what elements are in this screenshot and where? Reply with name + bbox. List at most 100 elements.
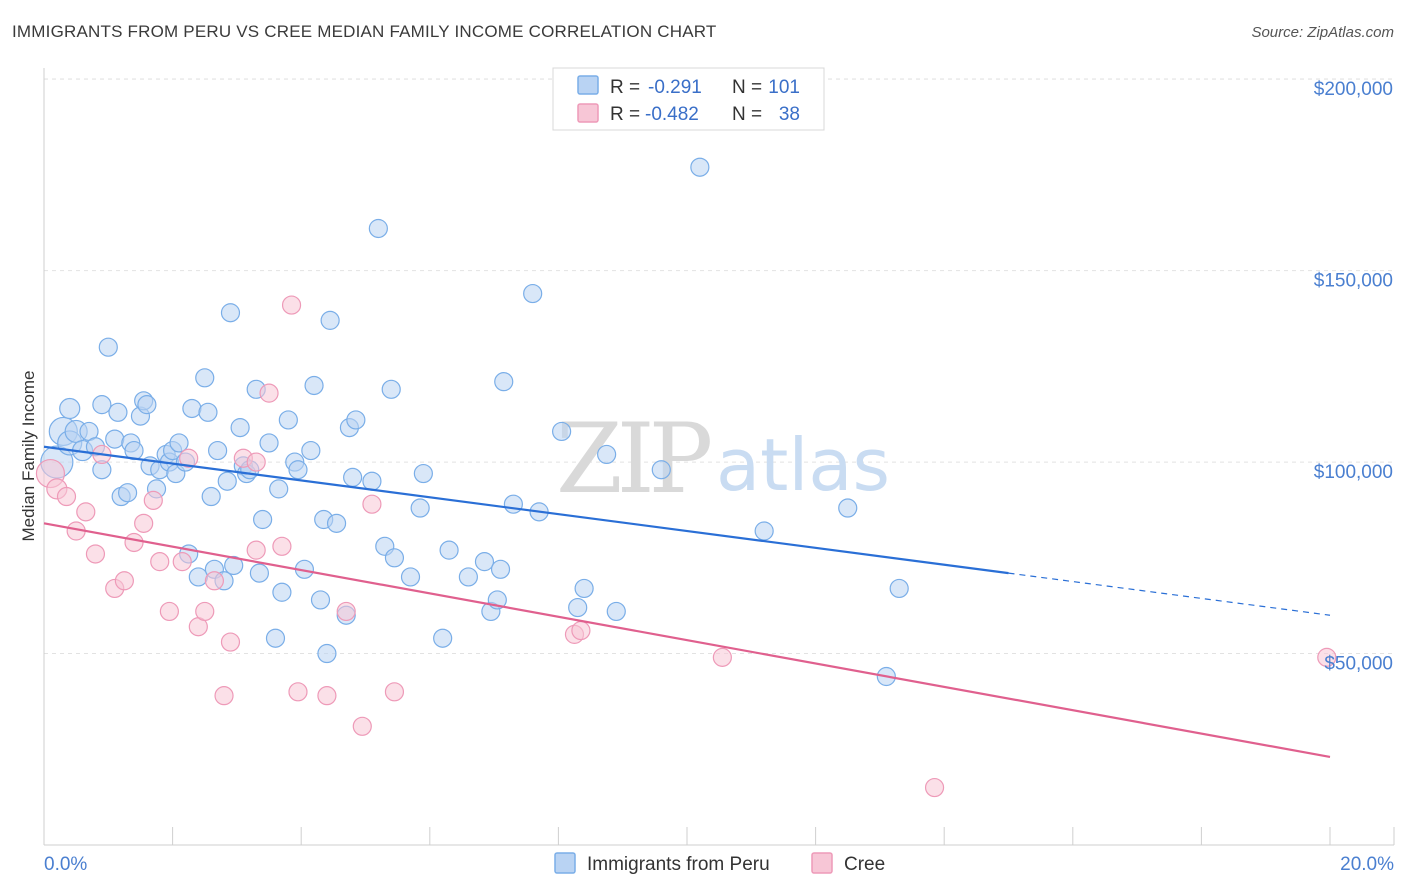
data-point — [269, 479, 289, 499]
data-point — [552, 421, 572, 442]
data-point — [317, 686, 337, 706]
data-point — [230, 418, 250, 438]
data-point — [246, 452, 266, 472]
data-point — [272, 536, 292, 556]
data-point — [362, 471, 382, 491]
data-point — [114, 571, 134, 591]
legend-r-label-peru: R = — [610, 77, 640, 98]
data-point — [159, 601, 179, 622]
stats-legend: R = -0.291 N = 101 R = -0.482 N = 38 — [552, 67, 825, 131]
y-tick-labels: $50,000 $100,000 $150,000 $200,000 — [1314, 79, 1393, 674]
data-point — [201, 486, 221, 507]
data-point — [108, 402, 128, 422]
data-point — [214, 686, 234, 706]
data-point — [384, 548, 405, 568]
bottom-legend-label-cree: Cree — [844, 854, 885, 875]
data-point — [362, 494, 382, 514]
data-point — [224, 555, 244, 576]
data-point — [336, 601, 356, 622]
legend-r-value-cree: -0.482 — [645, 104, 699, 125]
data-point — [137, 395, 157, 415]
y-tick-label: $100,000 — [1314, 462, 1393, 483]
data-point — [1317, 647, 1337, 667]
data-point — [571, 620, 591, 641]
data-point — [343, 467, 363, 487]
data-point — [712, 647, 732, 667]
axes — [43, 68, 1395, 846]
data-point — [220, 632, 241, 652]
data-point — [304, 375, 324, 396]
data-point — [182, 398, 202, 419]
data-point — [889, 578, 909, 599]
data-point — [410, 498, 430, 518]
data-point — [433, 628, 453, 648]
data-point — [754, 521, 774, 541]
data-point — [265, 628, 286, 648]
data-point — [278, 410, 298, 430]
data-point — [105, 429, 125, 449]
bottom-legend-swatch-peru — [554, 852, 576, 874]
data-point — [253, 509, 273, 530]
data-point — [217, 471, 237, 491]
data-point — [98, 337, 118, 357]
x-tick-label-max: 20.0% — [1340, 854, 1394, 875]
legend-n-value-cree: 38 — [779, 104, 800, 125]
y-axis-title: Median Family Income — [19, 370, 38, 541]
data-point — [384, 682, 405, 702]
data-point — [259, 433, 279, 453]
series-peru-points — [40, 157, 909, 687]
data-point — [490, 559, 511, 579]
data-point — [198, 402, 218, 422]
data-point — [76, 502, 96, 522]
data-point — [523, 283, 543, 304]
data-point — [606, 601, 626, 622]
legend-n-label-cree: N = — [732, 104, 762, 125]
data-point — [494, 372, 514, 392]
data-point — [439, 540, 459, 560]
data-point — [288, 460, 308, 480]
data-point — [259, 383, 279, 403]
watermark-zip: ZIP — [556, 403, 711, 515]
data-point — [651, 460, 671, 480]
y-tick-label: $200,000 — [1314, 79, 1393, 100]
data-point — [204, 571, 224, 591]
watermark-atlas: atlas — [716, 423, 890, 507]
y-tick-label: $150,000 — [1314, 271, 1393, 292]
data-point — [172, 552, 192, 572]
data-point — [117, 483, 138, 503]
data-point — [272, 582, 292, 602]
chart-title: IMMIGRANTS FROM PERU VS CREE MEDIAN FAMI… — [12, 22, 717, 41]
data-point — [246, 540, 266, 560]
data-point — [92, 395, 112, 415]
data-point — [838, 498, 858, 518]
data-point — [317, 643, 337, 664]
data-point — [179, 448, 199, 468]
data-point — [597, 444, 617, 465]
data-point — [288, 682, 308, 702]
data-point — [474, 552, 495, 572]
y-tick-label: $50,000 — [1324, 654, 1393, 675]
data-point — [301, 440, 321, 461]
data-point — [220, 303, 241, 323]
data-point — [143, 490, 163, 510]
bottom-legend-label-peru: Immigrants from Peru — [587, 854, 770, 875]
data-point — [326, 513, 347, 533]
series-cree-points — [35, 295, 1337, 798]
data-point — [150, 552, 170, 572]
legend-swatch-cree — [577, 103, 599, 123]
data-point — [59, 397, 81, 420]
trend-lines — [43, 445, 1331, 759]
data-point — [188, 567, 208, 587]
data-point — [458, 567, 478, 587]
data-point — [195, 601, 215, 622]
legend-n-label-peru: N = — [732, 77, 762, 98]
data-point — [124, 532, 144, 553]
trend-line-peru — [43, 445, 1009, 575]
data-point — [134, 513, 154, 533]
data-point — [169, 433, 189, 453]
data-point — [249, 563, 270, 583]
data-point — [368, 218, 388, 239]
data-point — [208, 440, 228, 461]
data-point — [310, 590, 331, 610]
data-point — [574, 578, 594, 599]
